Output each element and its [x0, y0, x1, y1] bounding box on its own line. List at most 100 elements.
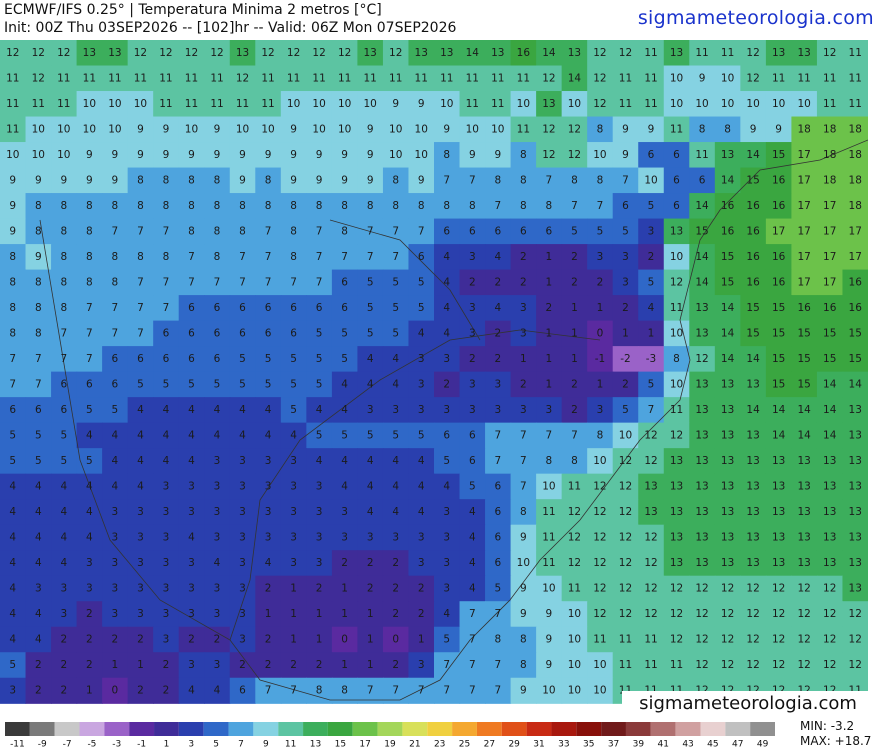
- cell-value: 9: [699, 72, 706, 84]
- cell-value: 12: [823, 659, 836, 671]
- cell: [178, 193, 205, 220]
- cell: [434, 65, 461, 92]
- cell: [76, 142, 103, 169]
- cell: [25, 193, 52, 220]
- cell-value: 6: [673, 200, 680, 212]
- cell: [0, 91, 27, 118]
- colorbar-box: [427, 722, 453, 736]
- cell-value: 8: [239, 200, 246, 212]
- cell-value: 2: [546, 302, 553, 314]
- cell-value: 10: [57, 123, 70, 135]
- cell-value: 11: [517, 72, 530, 84]
- cell: [536, 295, 563, 322]
- cell-value: 1: [112, 659, 119, 671]
- cell: [714, 65, 741, 92]
- cell: [331, 40, 359, 67]
- cell-value: 11: [619, 98, 632, 110]
- cell-value: 9: [367, 174, 374, 186]
- cell-value: 3: [469, 251, 476, 263]
- cell-value: 15: [772, 327, 785, 339]
- cell: [178, 524, 205, 551]
- cell-value: 4: [137, 429, 144, 441]
- cell: [612, 40, 639, 67]
- cell-value: 12: [670, 582, 683, 594]
- cell-value: 4: [418, 480, 425, 492]
- cell-value: 12: [746, 582, 759, 594]
- cell: [663, 346, 690, 373]
- cell-value: 10: [542, 480, 555, 492]
- cell: [842, 91, 868, 118]
- cell: [76, 524, 103, 551]
- cell: [689, 626, 716, 653]
- cell-value: 9: [137, 149, 144, 161]
- cell-value: 11: [823, 98, 836, 110]
- cell-value: 5: [622, 404, 629, 416]
- cell: [408, 142, 435, 169]
- colorbar-label: 7: [238, 740, 244, 750]
- cell-value: 9: [520, 582, 527, 594]
- cell-value: 1: [341, 659, 348, 671]
- cell-value: 16: [772, 174, 786, 186]
- cell-value: 12: [644, 582, 657, 594]
- cell-value: 11: [542, 506, 555, 518]
- cell-value: 11: [491, 72, 504, 84]
- cell: [561, 448, 588, 475]
- cell-value: 15: [772, 302, 785, 314]
- cell-value: 9: [648, 123, 655, 135]
- cell-value: 12: [619, 506, 632, 518]
- cell: [408, 524, 435, 551]
- cell-value: 7: [494, 455, 501, 467]
- cell: [434, 116, 461, 143]
- cell-value: 12: [695, 659, 708, 671]
- cell: [612, 397, 639, 424]
- cell: [485, 473, 512, 500]
- cell-value: 2: [137, 684, 144, 696]
- cell-value: 6: [112, 378, 119, 390]
- cell-value: 12: [568, 506, 581, 518]
- cell: [561, 652, 588, 679]
- cell: [714, 652, 741, 679]
- site-link[interactable]: sigmameteorologia.com: [637, 7, 874, 29]
- cell-value: 10: [261, 123, 274, 135]
- cell-value: 10: [287, 98, 300, 110]
- cell-value: 17: [797, 276, 810, 288]
- cell: [485, 269, 512, 296]
- cell: [153, 652, 180, 679]
- cell: [612, 575, 639, 602]
- cell: [740, 473, 767, 500]
- cell-value: 3: [418, 404, 425, 416]
- cell-value: 9: [265, 149, 272, 161]
- cell-value: 4: [341, 378, 348, 390]
- cell: [51, 524, 78, 551]
- cell: [714, 397, 741, 424]
- cell-value: 6: [673, 149, 680, 161]
- cell: [714, 448, 741, 475]
- cell: [689, 142, 716, 169]
- cell-value: 10: [83, 98, 96, 110]
- cell-value: 9: [367, 149, 374, 161]
- cell-value: 8: [86, 276, 93, 288]
- cell-value: 13: [849, 404, 862, 416]
- cell: [408, 371, 435, 398]
- cell-value: 6: [214, 327, 221, 339]
- cell-value: 7: [163, 302, 170, 314]
- cell-value: 4: [469, 506, 476, 518]
- cell-value: 6: [469, 455, 476, 467]
- cell: [280, 575, 307, 602]
- cell: [434, 652, 461, 679]
- cell-value: 14: [568, 72, 582, 84]
- cell: [382, 652, 410, 679]
- border: [229, 329, 601, 641]
- cell: [536, 499, 563, 526]
- cell-value: 12: [185, 47, 198, 59]
- cell-value: 13: [83, 47, 96, 59]
- cell: [408, 295, 435, 322]
- cell: [740, 346, 767, 373]
- cell: [842, 40, 868, 67]
- cell-value: 4: [86, 480, 93, 492]
- cell: [306, 422, 333, 449]
- cell-value: 13: [746, 429, 759, 441]
- cell: [76, 320, 103, 347]
- cell: [255, 91, 282, 118]
- cell: [842, 65, 868, 92]
